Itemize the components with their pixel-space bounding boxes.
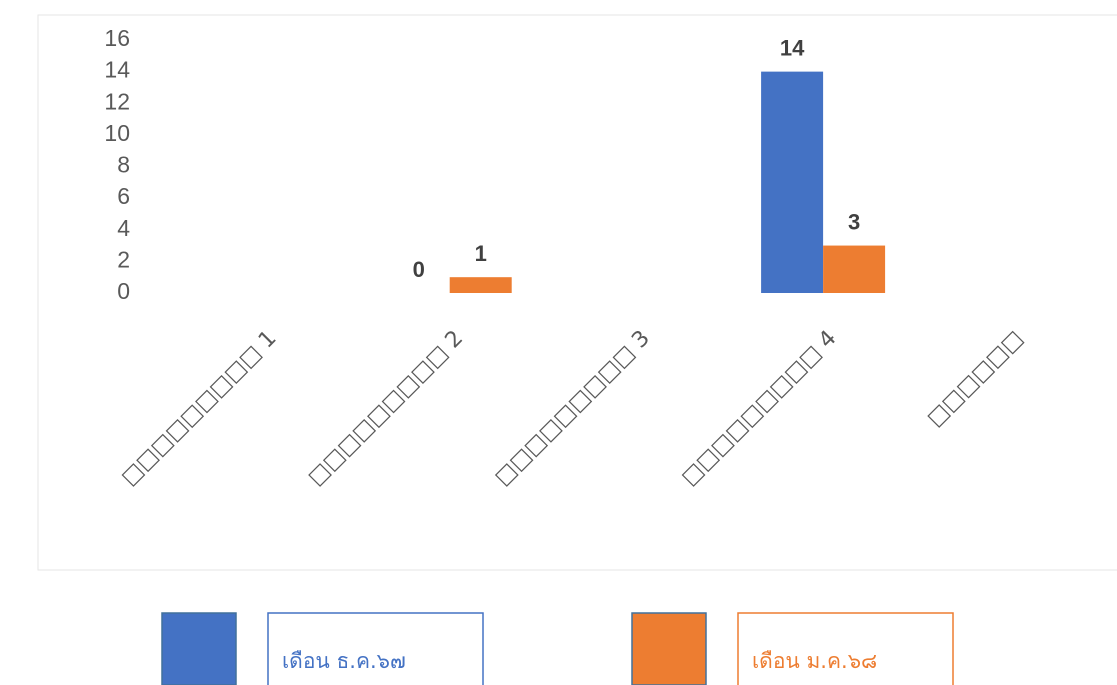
legend-swatch [631,612,707,685]
legend-box [737,612,954,685]
data-label: 14 [780,35,805,60]
data-label: 3 [848,209,860,234]
legend-swatch [161,612,237,685]
y-tick-label: 10 [104,120,130,146]
plot-frame [37,14,1117,571]
data-label: 0 [413,257,425,282]
x-tick-label: □□□□□□□□□ 4 [677,326,842,491]
legend-label: เดือน ม.ค.๖๘ [752,649,877,673]
x-tick-label: □□□□□□□□□ 2 [303,326,468,491]
y-tick-label: 6 [117,183,130,209]
y-tick-label: 12 [104,88,130,114]
y-tick-label: 16 [104,25,130,51]
bar [761,71,824,293]
y-tick-label: 4 [117,215,130,241]
y-tick-label: 8 [117,152,130,178]
bar [449,277,512,293]
legend-label: เดือน ธ.ค.๖๗ [282,649,406,673]
y-tick-label: 0 [117,278,130,304]
x-tick-label: □□□□□□□□□ 1 [117,326,282,491]
bar [823,245,886,293]
y-tick-label: 2 [117,246,130,272]
legend-box [267,612,484,685]
data-label: 1 [475,241,487,266]
x-tick-label: □□□□□□ [922,326,1028,432]
y-tick-label: 14 [104,57,130,83]
x-tick-label: □□□□□□□□□ 3 [490,326,655,491]
